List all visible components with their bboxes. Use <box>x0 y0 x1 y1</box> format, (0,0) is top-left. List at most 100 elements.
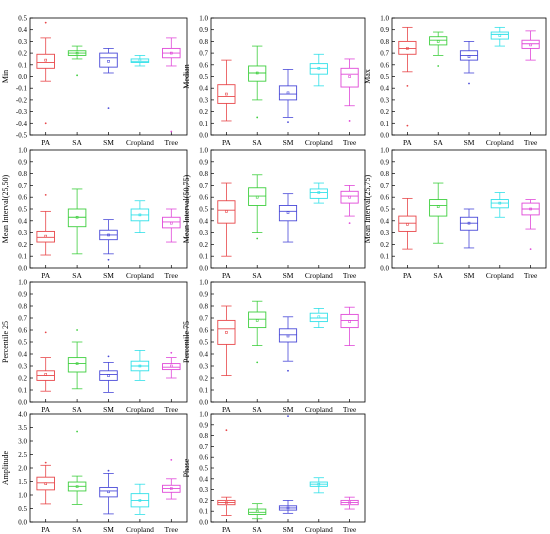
box-tree: Tree <box>340 496 359 534</box>
iqr-box <box>248 65 267 82</box>
box-sa: SA <box>429 31 448 147</box>
outlier-point <box>256 237 259 240</box>
y-tick-label: 0.9 <box>18 158 27 166</box>
x-tick-label: Tree <box>165 525 179 534</box>
y-tick-label: 0.8 <box>199 38 208 46</box>
y-tick-label: 0.0 <box>18 519 27 527</box>
box-sa: SA <box>67 329 87 414</box>
y-tick-label: 1.0 <box>380 147 389 155</box>
box-pa: PA <box>398 26 417 147</box>
iqr-box <box>67 357 87 373</box>
y-tick-label: 0.0 <box>380 132 389 140</box>
mean-marker <box>75 51 79 55</box>
mean-marker <box>75 485 79 488</box>
y-tick-label: 0.8 <box>199 432 208 440</box>
box-tree: Tree <box>340 306 359 414</box>
y-tick-label: 0.8 <box>380 38 389 46</box>
mean-marker <box>529 43 532 47</box>
y-tick-label: 0.5 <box>199 465 208 473</box>
y-tick-label: 0.3 <box>18 363 27 371</box>
mean-marker <box>138 499 142 502</box>
y-axis-label: Median <box>182 64 191 88</box>
y-tick-label: 0.2 <box>18 241 27 249</box>
y-tick-label: 2.0 <box>18 465 27 473</box>
iqr-box <box>309 63 328 75</box>
outlier-point <box>107 355 110 358</box>
outlier-point <box>76 329 78 331</box>
y-tick-label: 0.8 <box>380 170 389 178</box>
panel-4: 0.0 0.1 0.2 0.3 0.4 0.5 0.6 0.7 0.8 0.9 1.0 Mean In… <box>1 147 188 280</box>
outlier-point <box>76 74 78 77</box>
x-tick-label: PA <box>222 271 231 280</box>
iqr-box <box>340 190 359 204</box>
y-tick-label: 0.5 <box>199 339 208 347</box>
iqr-box <box>248 311 267 329</box>
box-cropland: Cropland <box>486 26 514 147</box>
y-tick-label: 0.5 <box>199 206 208 214</box>
box-cropland: Cropland <box>305 182 333 280</box>
y-tick-label: 2.5 <box>18 451 27 459</box>
y-tick-label: 0.4 <box>199 351 208 359</box>
y-tick-label: 0.7 <box>380 182 389 190</box>
y-tick-label: -0.2 <box>16 96 28 104</box>
y-tick-label: 0.1 <box>18 387 27 395</box>
mean-marker <box>406 223 409 226</box>
box-sm: SM <box>99 219 118 280</box>
mean-marker <box>44 58 48 62</box>
mean-marker <box>255 195 259 199</box>
panel-2: 0.0 0.1 0.2 0.3 0.4 0.5 0.6 0.7 0.8 0.9 1.0 Median P… <box>182 15 366 147</box>
x-tick-label: Tree <box>524 271 538 280</box>
outlier-point <box>107 469 110 472</box>
box-sm: SM <box>459 208 479 280</box>
x-tick-label: Tree <box>343 405 357 414</box>
y-tick-label: 0.1 <box>18 253 27 261</box>
x-tick-label: PA <box>41 405 50 414</box>
mean-marker <box>107 490 110 494</box>
iqr-box <box>459 216 479 231</box>
y-tick-label: 0.3 <box>18 38 27 46</box>
box-tree: Tree <box>521 199 540 280</box>
mean-marker <box>44 482 48 485</box>
y-tick-label: 0.0 <box>18 73 27 81</box>
y-tick-label: 0.5 <box>18 339 27 347</box>
iqr-box <box>99 370 118 381</box>
mean-marker <box>107 374 110 377</box>
y-tick-label: 0.7 <box>199 182 208 190</box>
outlier-point <box>44 21 47 24</box>
mean-marker <box>436 205 440 208</box>
outlier-point <box>287 121 289 124</box>
y-tick-label: 0.9 <box>380 26 389 34</box>
outlier-point <box>256 361 259 364</box>
y-tick-label: 0.9 <box>380 158 389 166</box>
y-tick-label: 0.8 <box>18 170 27 178</box>
x-tick-label: PA <box>403 271 412 280</box>
iqr-box <box>67 208 87 228</box>
y-tick-label: 0.5 <box>380 206 389 214</box>
iqr-box <box>36 230 55 243</box>
x-tick-label: Tree <box>343 271 357 280</box>
x-tick-label: SM <box>103 525 114 534</box>
y-tick-label: 0.2 <box>199 108 208 116</box>
x-tick-label: SA <box>252 271 262 280</box>
box-tree: Tree <box>162 208 181 280</box>
x-tick-label: PA <box>222 138 231 147</box>
panel-3: 0.0 0.1 0.2 0.3 0.4 0.5 0.6 0.7 0.8 0.9 1.0 Max PA SA… <box>363 15 547 147</box>
mean-marker <box>498 201 502 205</box>
y-tick-label: -0.5 <box>16 132 28 140</box>
y-tick-label: 1.0 <box>18 147 27 155</box>
outlier-point <box>348 120 351 122</box>
y-tick-label: 0.0 <box>199 519 208 527</box>
outlier-point <box>170 130 173 133</box>
box-sa: SA <box>248 503 267 534</box>
x-tick-label: Tree <box>343 525 357 534</box>
x-tick-label: SA <box>433 138 443 147</box>
y-tick-label: 0.3 <box>18 229 27 237</box>
y-tick-label: 0.0 <box>199 399 208 407</box>
x-tick-label: Cropland <box>486 138 514 147</box>
iqr-box <box>521 39 540 49</box>
box-sm: SM <box>278 193 298 280</box>
box-sa: SA <box>248 45 267 147</box>
box-sa: SA <box>67 45 87 147</box>
y-tick-label: 0.9 <box>199 26 208 34</box>
y-tick-label: 0.7 <box>199 315 208 323</box>
